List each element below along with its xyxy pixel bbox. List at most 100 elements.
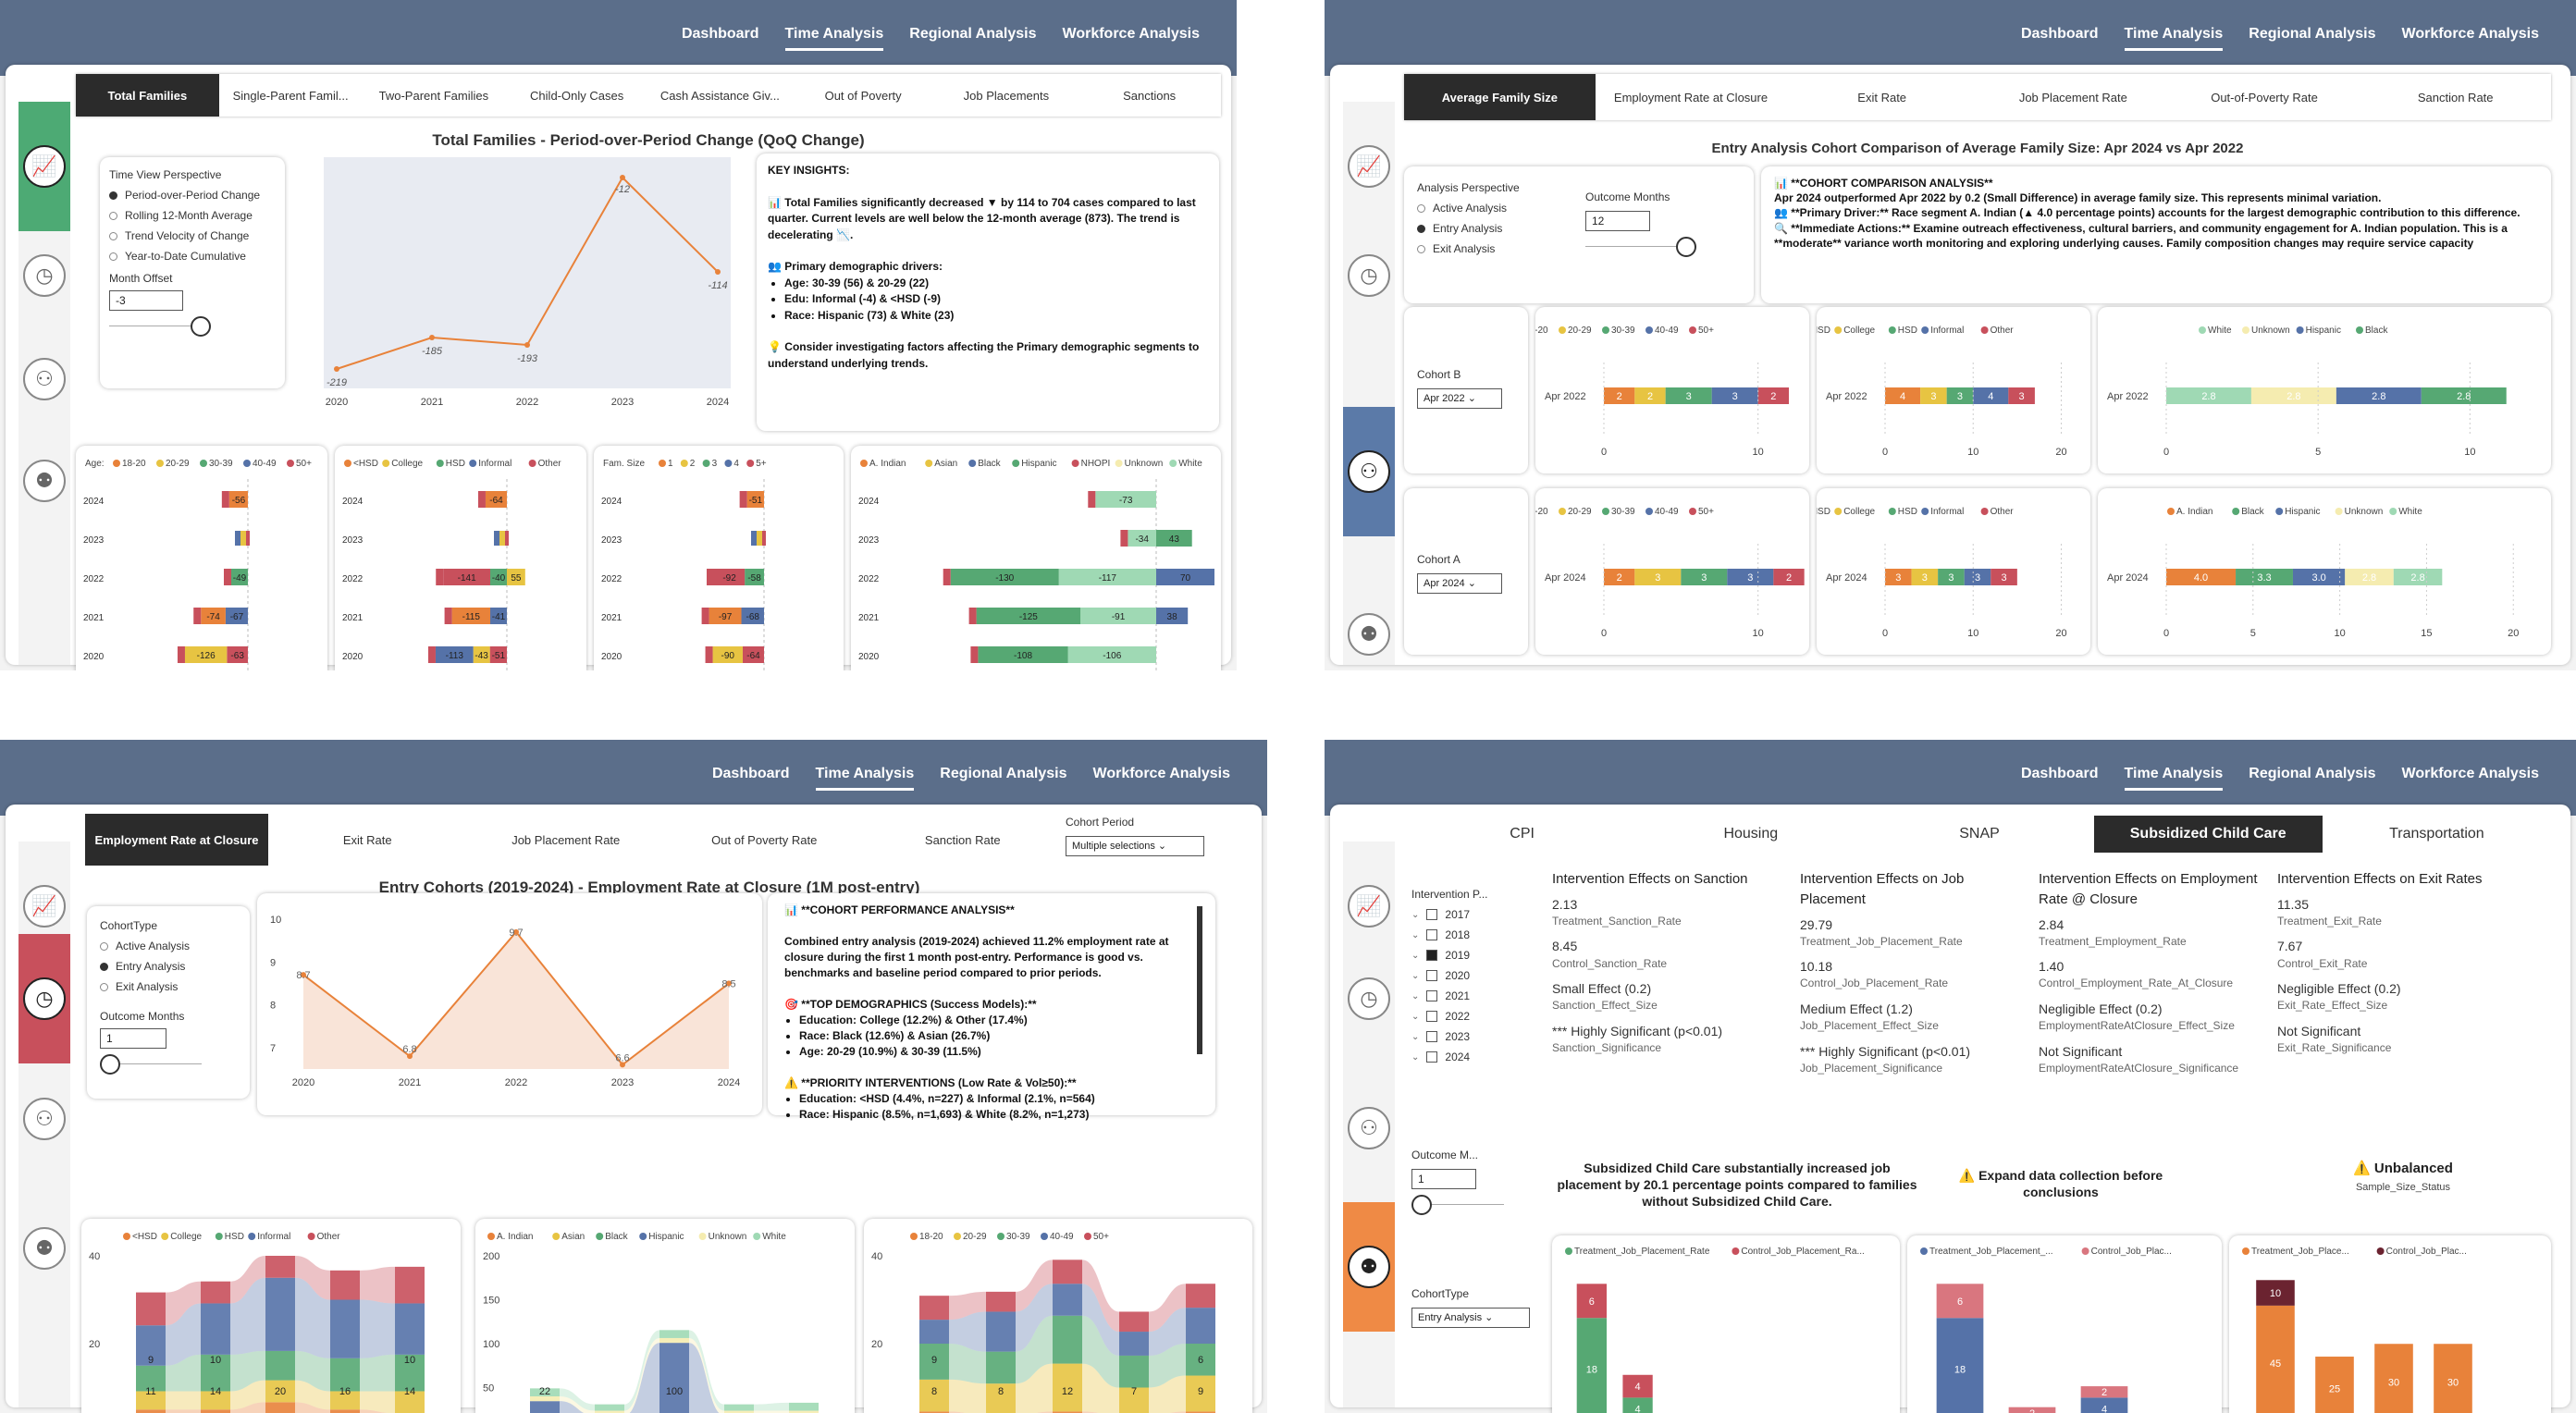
year-checkbox-2022[interactable]: ⌄ 2022 xyxy=(1411,1010,1471,1023)
option-exit[interactable]: Exit Analysis xyxy=(100,980,239,993)
cohort-period-select[interactable]: Multiple selections ⌄ xyxy=(1066,836,1204,856)
year-checkbox-2020[interactable]: ⌄ 2020 xyxy=(1411,969,1471,982)
option-exit[interactable]: Exit Analysis xyxy=(1417,242,1565,255)
nav-regional-analysis[interactable]: Regional Analysis xyxy=(940,766,1067,781)
tab-child-only[interactable]: Child-Only Cases xyxy=(530,88,624,103)
bar-seg xyxy=(1604,387,1635,404)
nav-regional-analysis[interactable]: Regional Analysis xyxy=(909,26,1037,42)
rail-trend-button[interactable]: 📈 xyxy=(1343,842,1395,971)
bar-label: -49 xyxy=(233,573,247,584)
tab-employment-rate[interactable]: Employment Rate at Closure xyxy=(1613,90,1769,104)
option-active[interactable]: Active Analysis xyxy=(100,940,239,952)
age-b-card: 18-20 20-29 30-39 40-49 50+ Apr 2022 2 2 3 3 2 0 10 xyxy=(1515,307,1809,473)
rail-people-button[interactable]: ⚉ xyxy=(18,1184,70,1313)
cohort-a-select[interactable]: Apr 2024 ⌄ xyxy=(1417,573,1502,594)
trend-icon: 📈 xyxy=(1348,145,1390,188)
ribbon-flow xyxy=(1082,1315,1119,1388)
tab-out-of-poverty[interactable]: Out of Poverty Rate xyxy=(711,832,818,847)
year-checkbox-2017[interactable]: ⌄ 2017 xyxy=(1411,908,1471,921)
tab-single-parent[interactable]: Single-Parent Famil... xyxy=(232,88,349,103)
ribbon-seg xyxy=(136,1365,166,1392)
rail-trend-button[interactable]: 📈 xyxy=(18,842,70,971)
nav-dashboard[interactable]: Dashboard xyxy=(2020,766,2099,781)
rail-group-button[interactable]: ⚇ xyxy=(1343,407,1395,536)
insights-scrollbar[interactable] xyxy=(1197,906,1202,1054)
nav-regional-analysis[interactable]: Regional Analysis xyxy=(2249,26,2376,42)
outcome-input[interactable]: 1 xyxy=(100,1028,166,1049)
nav-time-analysis[interactable]: Time Analysis xyxy=(2124,26,2224,51)
tab-sanctions[interactable]: Sanctions xyxy=(1123,88,1177,103)
rail-trend-button[interactable]: 📈 xyxy=(1343,102,1395,231)
effect-card-title: Intervention Effects on Employment Rate … xyxy=(2039,871,2258,907)
rail-people-button[interactable]: ⚉ xyxy=(1343,1202,1395,1332)
outcome-input[interactable]: 1 xyxy=(1411,1169,1476,1189)
tab-sanction-rate[interactable]: Sanction Rate xyxy=(924,832,1001,847)
tab-exit-rate[interactable]: Exit Rate xyxy=(1857,90,1907,104)
bar-seg xyxy=(490,569,507,585)
tab-job-placement[interactable]: Job Placement Rate xyxy=(512,832,621,847)
bar-seg xyxy=(968,608,977,624)
tab-cash-assistance[interactable]: Cash Assistance Giv... xyxy=(659,88,780,103)
option-entry[interactable]: Entry Analysis xyxy=(100,960,239,973)
tab-job-placements[interactable]: Job Placements xyxy=(963,88,1050,103)
nav-workforce-analysis[interactable]: Workforce Analysis xyxy=(2401,26,2540,42)
rail-people-button[interactable]: ⚉ xyxy=(1343,570,1395,670)
outcome-slider[interactable] xyxy=(1411,1195,1504,1215)
year-checkbox-2018[interactable]: ⌄ 2018 xyxy=(1411,928,1471,941)
year-checkbox-2021[interactable]: ⌄ 2021 xyxy=(1411,989,1471,1002)
nav-regional-analysis[interactable]: Regional Analysis xyxy=(2249,766,2376,781)
x-tick: 0 xyxy=(2163,628,2169,639)
rail-people-button[interactable]: ⚉ xyxy=(18,416,70,546)
tab-sanction-rate[interactable]: Sanction Rate xyxy=(2417,90,2494,104)
nav-workforce-analysis[interactable]: Workforce Analysis xyxy=(1062,26,1201,42)
nav-workforce-analysis[interactable]: Workforce Analysis xyxy=(1092,766,1231,781)
tab-employment-rate[interactable]: Employment Rate at Closure xyxy=(85,814,268,866)
outcome-slider[interactable] xyxy=(1585,237,1696,257)
rail-group-button[interactable]: ⚇ xyxy=(18,1054,70,1184)
year-checkbox-2023[interactable]: ⌄ 2023 xyxy=(1411,1030,1471,1043)
rail-group-button[interactable]: ⚇ xyxy=(18,314,70,444)
tab-job-placement[interactable]: Job Placement Rate xyxy=(2018,90,2127,104)
offset-input[interactable]: -3 xyxy=(109,290,183,311)
nav-dashboard[interactable]: Dashboard xyxy=(711,766,790,781)
rail-clock-button[interactable]: ◷ xyxy=(18,211,70,340)
tab-out-of-poverty[interactable]: Out-of-Poverty Rate xyxy=(2211,90,2318,104)
type-select[interactable]: Entry Analysis ⌄ xyxy=(1411,1308,1530,1328)
option-entry[interactable]: Entry Analysis xyxy=(1417,222,1565,235)
option-velocity[interactable]: Trend Velocity of Change xyxy=(109,229,276,242)
tab-housing[interactable]: Housing xyxy=(1723,826,1779,842)
option-rolling[interactable]: Rolling 12-Month Average xyxy=(109,209,276,222)
rail-clock-button[interactable]: ◷ xyxy=(1343,934,1395,1063)
outcome-input[interactable]: 12 xyxy=(1585,211,1650,231)
nav-time-analysis[interactable]: Time Analysis xyxy=(815,766,915,791)
rail-clock-button[interactable]: ◷ xyxy=(18,934,70,1063)
option-active[interactable]: Active Analysis xyxy=(1417,202,1565,215)
option-pop[interactable]: Period-over-Period Change xyxy=(109,189,276,202)
nav-workforce-analysis[interactable]: Workforce Analysis xyxy=(2401,766,2540,781)
tab-total-families[interactable]: Total Families xyxy=(76,74,219,117)
option-ytd[interactable]: Year-to-Date Cumulative xyxy=(109,250,276,263)
tab-exit-rate[interactable]: Exit Rate xyxy=(342,832,392,847)
tab-cpi[interactable]: CPI xyxy=(1510,826,1535,842)
nav-time-analysis[interactable]: Time Analysis xyxy=(784,26,884,51)
tab-snap[interactable]: SNAP xyxy=(1959,826,2000,842)
year-checkbox-2024[interactable]: ⌄ 2024 xyxy=(1411,1051,1471,1063)
tab-transportation[interactable]: Transportation xyxy=(2389,826,2484,842)
tab-subsidized-child-care[interactable]: Subsidized Child Care xyxy=(2093,816,2323,853)
effect-caption: Sanction_Significance xyxy=(1552,1041,1662,1055)
cohort-b-select[interactable]: Apr 2022 ⌄ xyxy=(1417,388,1502,409)
tab-avg-family-size[interactable]: Average Family Size xyxy=(1404,74,1596,120)
offset-slider[interactable] xyxy=(109,316,211,337)
rail-trend-button[interactable]: 📈 xyxy=(18,102,70,231)
tab-two-parent[interactable]: Two-Parent Families xyxy=(378,88,489,103)
rail-group-button[interactable]: ⚇ xyxy=(1343,1063,1395,1193)
outcome-slider[interactable] xyxy=(100,1054,202,1075)
bar-label: 2 xyxy=(1617,572,1622,584)
rail-clock-button[interactable]: ◷ xyxy=(1343,211,1395,340)
legend-dot xyxy=(469,460,477,467)
tab-out-of-poverty[interactable]: Out of Poverty xyxy=(824,88,902,103)
nav-dashboard[interactable]: Dashboard xyxy=(681,26,759,42)
nav-dashboard[interactable]: Dashboard xyxy=(2020,26,2099,42)
year-checkbox-2019[interactable]: ⌄ 2019 xyxy=(1411,949,1471,962)
nav-time-analysis[interactable]: Time Analysis xyxy=(2124,766,2224,791)
